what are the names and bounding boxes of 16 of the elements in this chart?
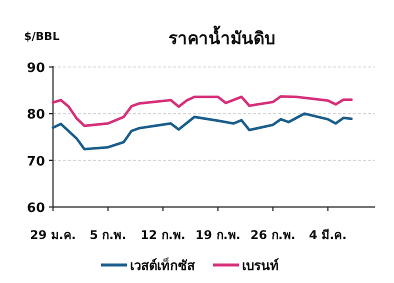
x-tick-label: 19 ก.พ. [195,228,240,242]
y-tick-label: 60 [26,201,45,216]
x-tick-label: 5 ก.พ. [90,228,126,242]
legend-label: เวสต์เท็กซัส [130,256,195,274]
legend-label: เบรนท์ [242,258,279,274]
x-tick-label: 26 ก.พ. [250,228,296,242]
chart-title: ราคาน้ำมันดิบ [168,25,276,49]
y-axis-title: $/BBL [24,30,60,43]
line-series [52,95,353,128]
y-tick-label: 80 [26,108,45,123]
line-series [52,112,353,150]
x-tick-label: 12 ก.พ. [140,228,186,242]
y-tick-label: 70 [26,154,45,170]
y-tick-label: 90 [26,61,45,76]
x-tick-label: 29 ม.ค. [30,228,76,242]
x-tick-label: 4 มี.ค. [309,228,347,242]
